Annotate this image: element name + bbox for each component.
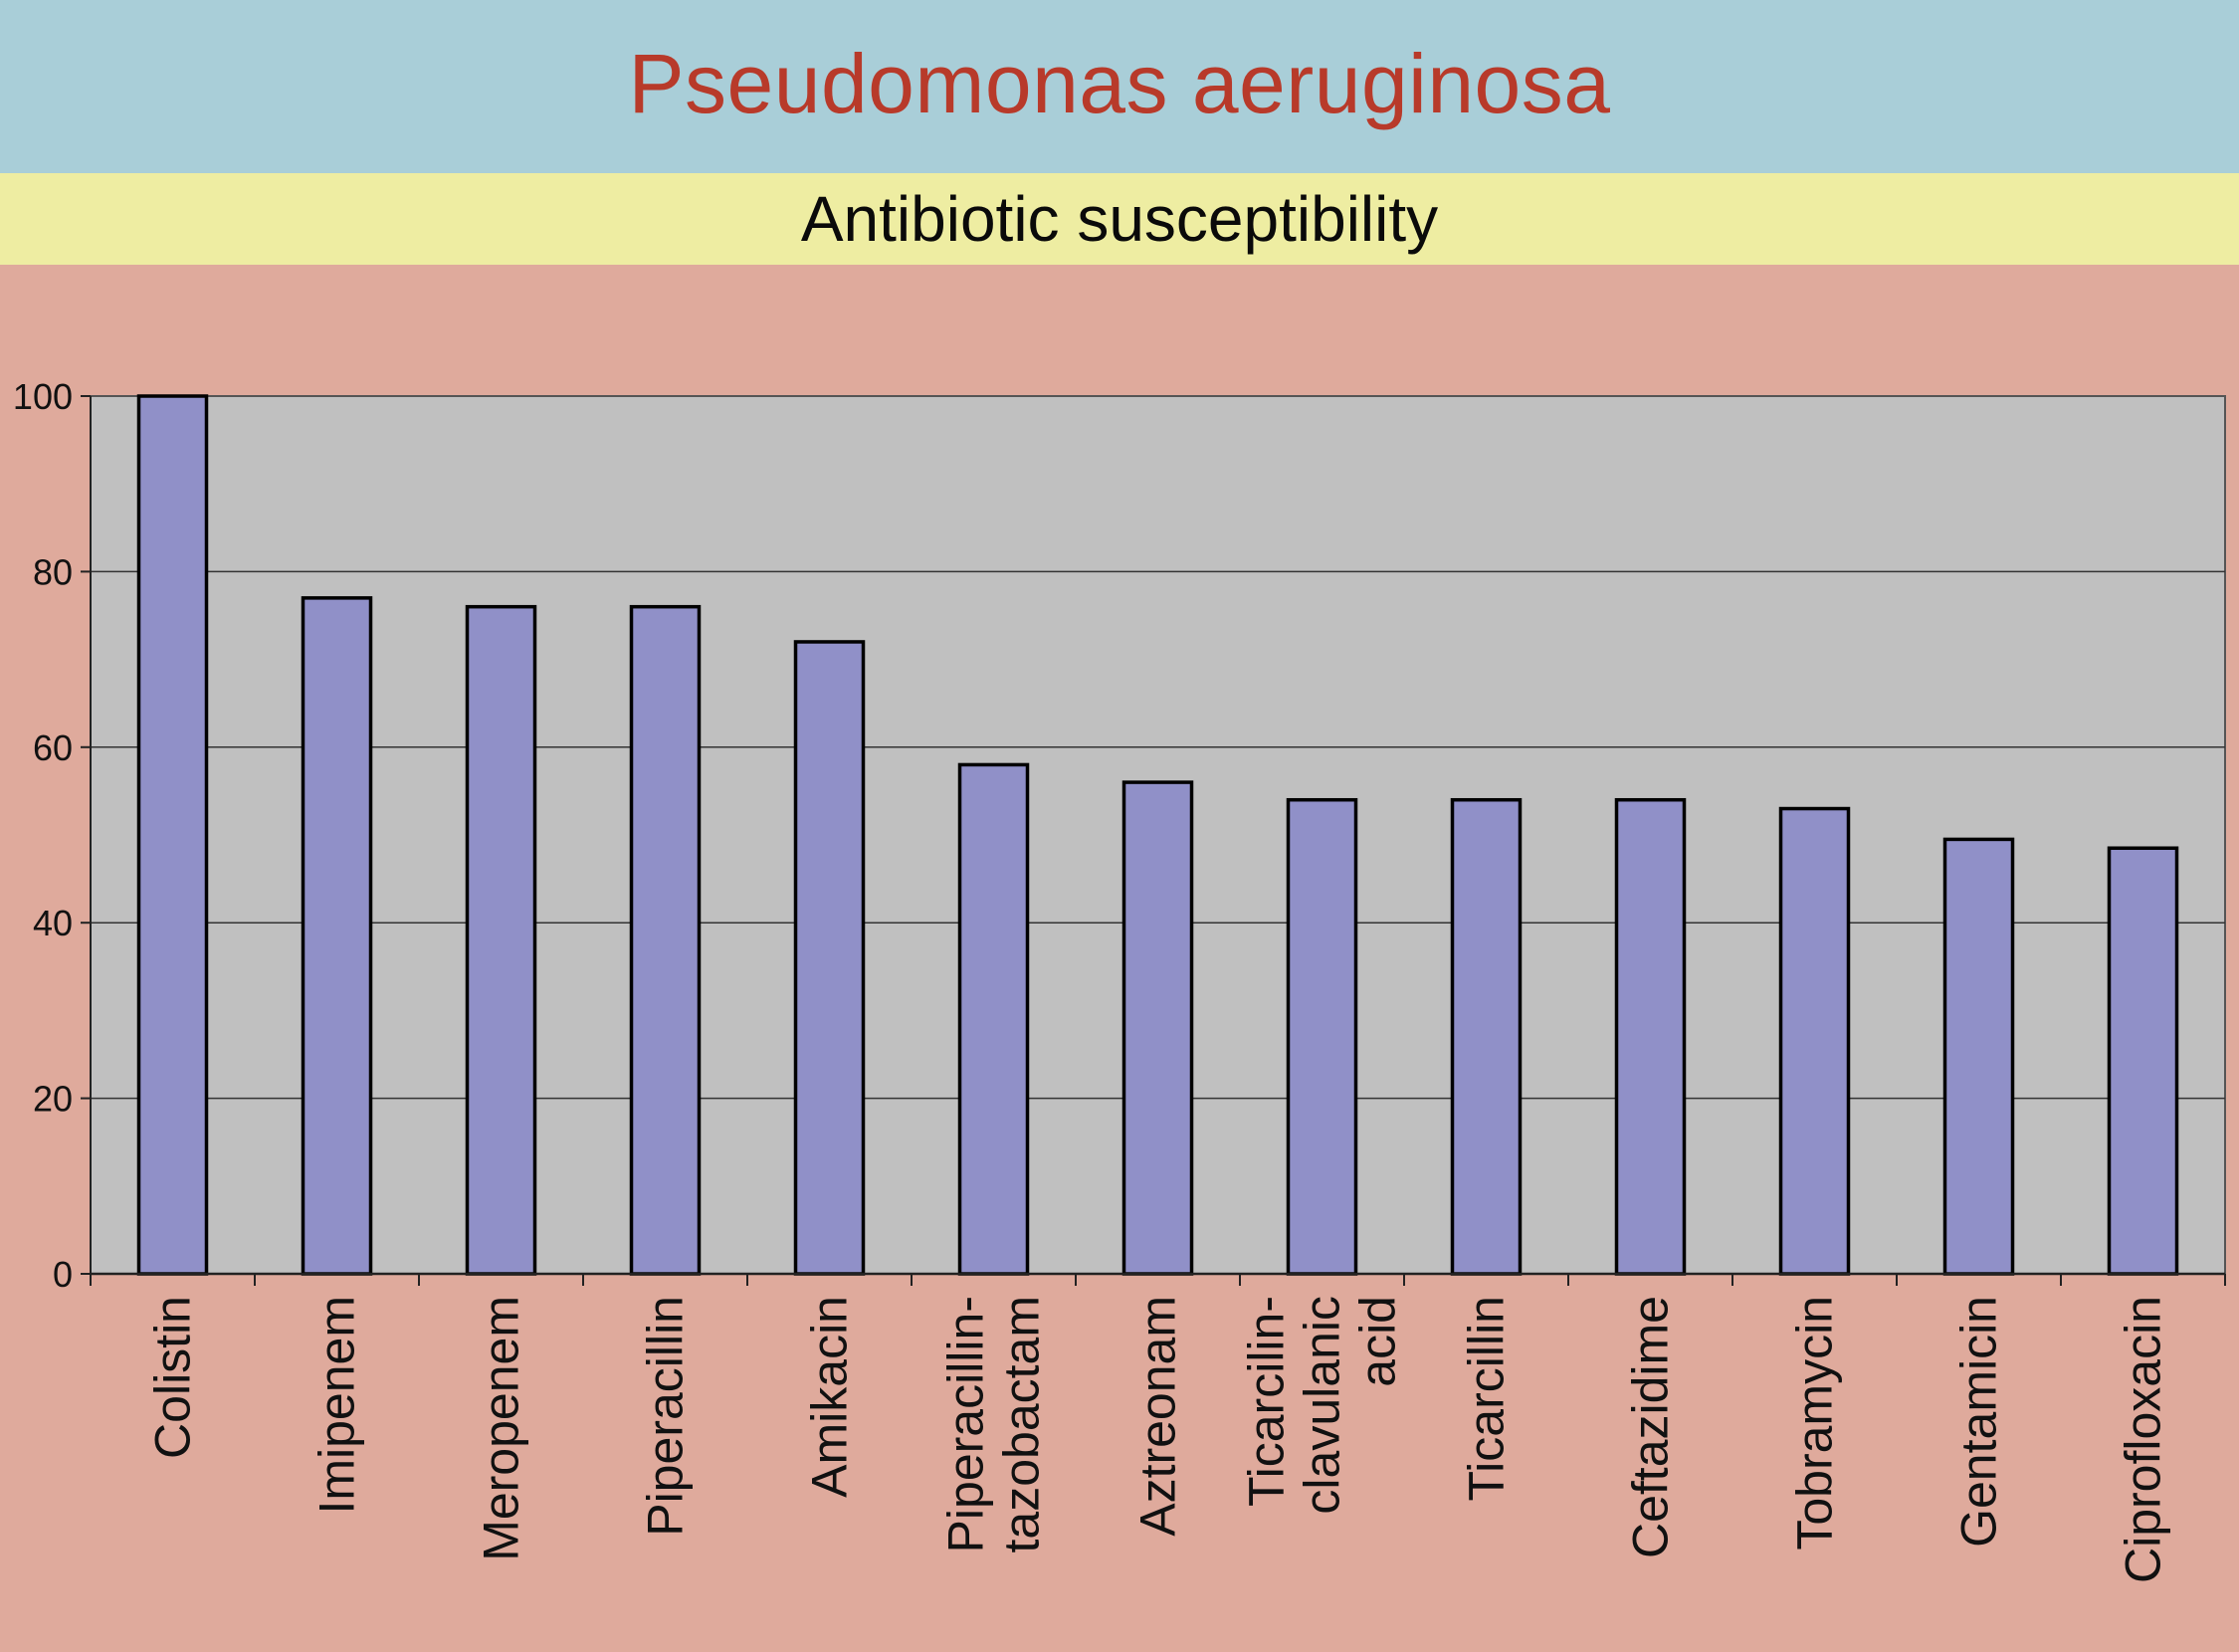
bar [629,604,702,1276]
x-tick-label: Piperacillin- [938,1296,994,1552]
category-label: Piperacillin [638,1296,694,1537]
x-tick-label: Colistin [145,1296,201,1459]
category-label: Ticarcilin-clavulanic acid [1239,1296,1406,1515]
category-label: Tobramycin [1787,1296,1843,1550]
category-label: Imipenem [309,1296,365,1515]
bar [1778,806,1851,1276]
bar [301,596,373,1276]
x-tick-label: Ticarcillin [1459,1296,1515,1502]
y-axis: 0 20 40 60 80 100 [13,376,92,1295]
y-tick-label: 20 [33,1079,73,1120]
bar [136,394,209,1276]
category-label: Aztreonam [1130,1296,1186,1537]
page-title: Pseudomonas aeruginosa [628,36,1611,130]
category-label: Ticarcillin [1459,1296,1515,1502]
y-tick-label: 0 [53,1254,73,1295]
bar [793,640,866,1276]
x-tick-label: Aztreonam [1130,1296,1186,1537]
category-label: Amikacin [802,1296,858,1498]
bar [1614,797,1687,1276]
y-tick-label: 100 [13,376,73,417]
bar [1286,797,1358,1276]
x-tick-label: clavulanic [1295,1296,1350,1515]
x-tick-label: Meropenem [474,1296,529,1561]
y-tick-label: 40 [33,903,73,943]
y-tick-label: 60 [33,727,73,768]
category-label: Piperacillin-tazobactam [938,1296,1050,1552]
chart-subtitle: Antibiotic susceptibility [800,183,1439,255]
x-tick-label: Imipenem [309,1296,365,1515]
category-label: Meropenem [474,1296,529,1561]
bar [2107,846,2179,1276]
category-label: Ceftazidime [1623,1296,1679,1558]
category-label: Gentamicin [1951,1296,2007,1548]
title-band: Pseudomonas aeruginosa [0,0,2239,173]
y-tick-label: 80 [33,551,73,592]
x-tick-label: Gentamicin [1951,1296,2007,1548]
x-tick-label: Tobramycin [1787,1296,1843,1550]
bar [1942,837,2015,1276]
x-tick-label: tazobactam [994,1296,1050,1552]
x-tick-label: Piperacillin [638,1296,694,1537]
x-tick-label: Amikacin [802,1296,858,1498]
category-label: Ciprofloxacin [2116,1296,2171,1583]
bar [1450,797,1523,1276]
x-axis: Colistin Imipenem Meropenem Piperacillin Ami… [90,1272,2226,1583]
x-tick-label: Ceftazidime [1623,1296,1679,1558]
bar [957,762,1030,1276]
bar [1121,780,1194,1276]
bars [136,394,2179,1276]
x-tick-label: Ticarcilin- [1239,1296,1295,1507]
subtitle-band: Antibiotic susceptibility [0,173,2239,265]
x-tick-label: acid [1350,1296,1406,1387]
x-tick-label: Ciprofloxacin [2116,1296,2171,1583]
bar [465,604,537,1276]
category-label: Colistin [145,1296,201,1459]
